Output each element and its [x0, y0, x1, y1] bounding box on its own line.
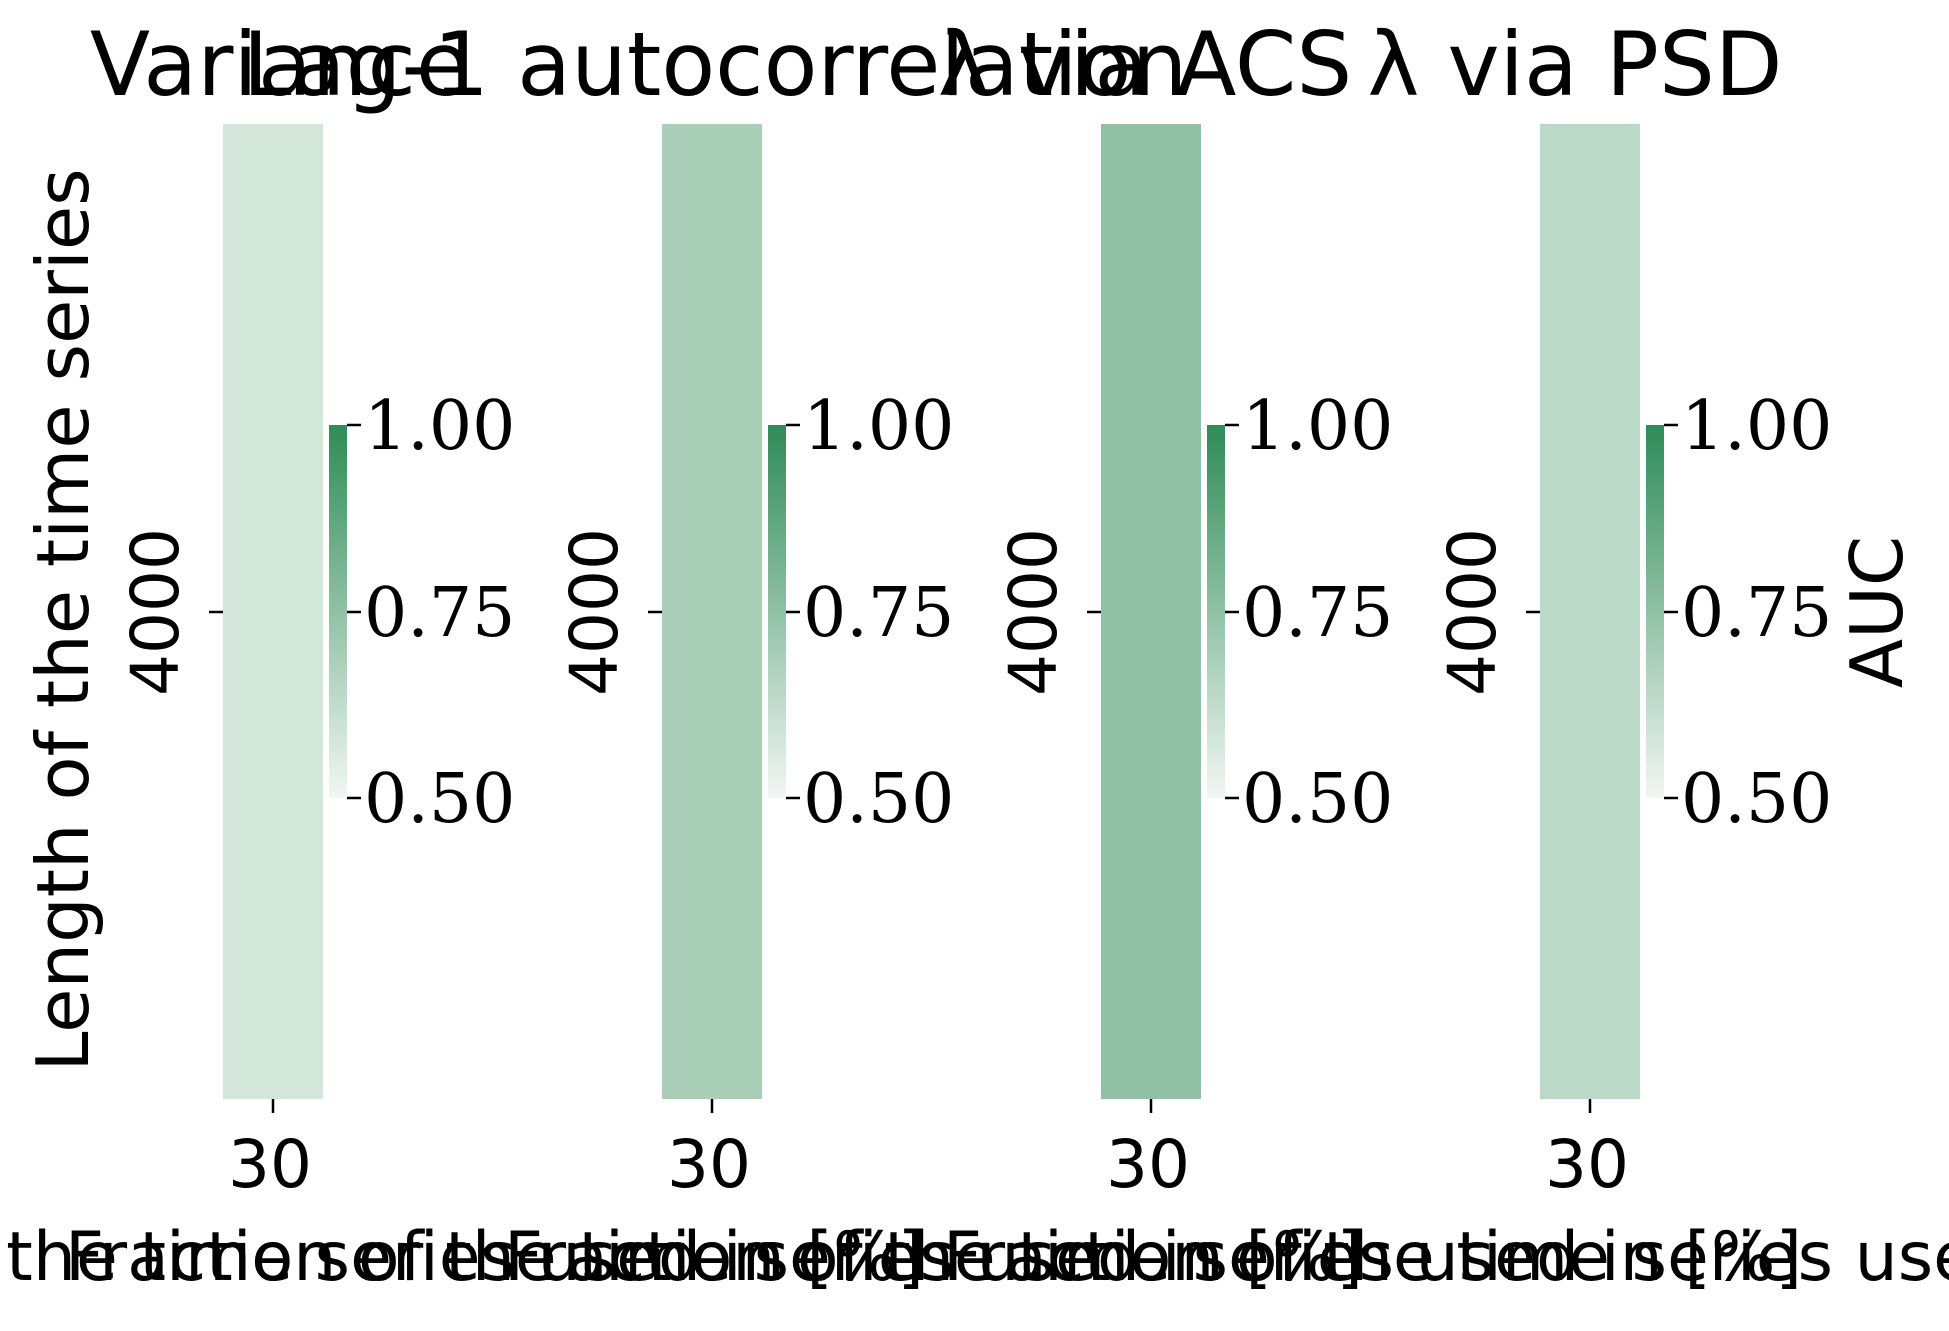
x-axis-label: Fraction of the time series used in [%] [943, 1218, 1949, 1297]
x-tick-label: 30 [1106, 1126, 1190, 1203]
colorbar-tick-label: 1.00 [803, 387, 954, 466]
y-axis-label: Length of the time series [21, 168, 105, 1071]
x-tick-label: 30 [1545, 1126, 1629, 1203]
x-axis-label: Fraction of the time series used in [%] [65, 1218, 1363, 1297]
title-variance: Variance [90, 13, 470, 116]
colorbar [329, 425, 347, 798]
x-tick-label: 30 [228, 1126, 312, 1203]
y-tick-label: 4000 [995, 528, 1072, 696]
heatmap-cell [1101, 124, 1201, 1099]
colorbar-tick-label: 0.75 [364, 574, 515, 653]
colorbar-tick-label: 0.75 [803, 574, 954, 653]
title-lambda-acs: λ via ACS [938, 13, 1352, 116]
colorbar-tick-label: 1.00 [1242, 387, 1393, 466]
y-tick-label: 4000 [1434, 528, 1511, 696]
colorbar [1207, 425, 1225, 798]
panel-lambda-acs: 4000 30 1.00 0.75 0.50 Fraction of the t… [504, 124, 1802, 1297]
x-axis-label: Fraction of the time series used in [%] [504, 1218, 1802, 1297]
colorbar-tick-label: 0.75 [1242, 574, 1393, 653]
colorbar [1646, 425, 1664, 798]
title-lambda-psd: λ via PSD [1367, 13, 1782, 116]
y-tick-label: 4000 [117, 528, 194, 696]
panel-lambda-psd: 4000 30 1.00 0.75 0.50 AUC Fraction of t… [943, 124, 1949, 1297]
x-axis-label: Fraction of the time series used in [%] [0, 1218, 924, 1297]
panel-variance: 4000 30 1.00 0.75 0.50 Fraction of the t… [0, 124, 924, 1297]
colorbar [768, 425, 786, 798]
colorbar-tick-label: 0.50 [364, 760, 515, 839]
colorbar-tick-label: 1.00 [1681, 387, 1832, 466]
colorbar-label: AUC [1835, 536, 1919, 688]
y-tick-label: 4000 [556, 528, 633, 696]
heatmap-cell [223, 124, 323, 1099]
colorbar-tick-label: 0.50 [803, 760, 954, 839]
x-tick-label: 30 [667, 1126, 751, 1203]
colorbar-tick-label: 0.75 [1681, 574, 1832, 653]
colorbar-tick-label: 0.50 [1681, 760, 1832, 839]
colorbar-tick-label: 0.50 [1242, 760, 1393, 839]
colorbar-tick-label: 1.00 [364, 387, 515, 466]
panel-lag1-autocorrelation: 4000 30 1.00 0.75 0.50 Fraction of the t… [65, 124, 1363, 1297]
heatmap-cell [1540, 124, 1640, 1099]
heatmap-cell [662, 124, 762, 1099]
title-lag1-autocorrelation: Lag-1 autocorrelation [243, 13, 1188, 116]
